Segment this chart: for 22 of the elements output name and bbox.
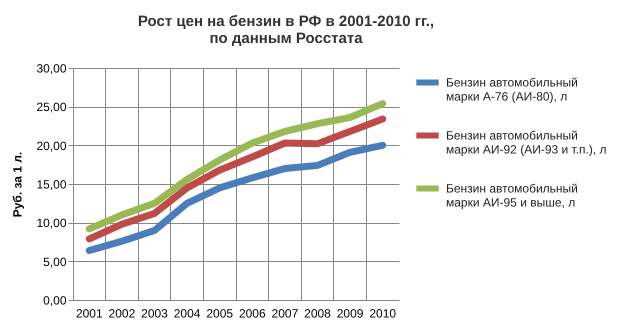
y-tick-label: 25,00 <box>36 100 67 114</box>
x-tick-label: 2009 <box>336 306 364 320</box>
y-axis-title: Руб. за 1 л. <box>10 152 24 218</box>
legend-label: Бензин автомобильный марки АИ-92 (АИ-93 и т.п.), л <box>446 128 607 156</box>
legend-label: Бензин автомобильный марки А-76 (АИ-80), л <box>446 76 578 104</box>
x-tick-label: 2001 <box>76 306 103 320</box>
x-tick-label: 2006 <box>238 306 266 320</box>
x-tick-label: 2003 <box>141 306 168 320</box>
y-tick-label: 10,00 <box>36 216 67 230</box>
x-tick-label: 2007 <box>272 306 299 320</box>
y-tick-label: 30,00 <box>36 62 67 76</box>
legend-label: Бензин автомобильный марки АИ-95 и выше, л <box>446 182 578 210</box>
y-tick-label: 0,00 <box>43 294 67 308</box>
y-tick-label: 5,00 <box>43 254 67 269</box>
chart-title: Рост цен на бензин в РФ в 2001-2010 гг., по данным Росстата <box>138 13 434 47</box>
y-tick-label: 20,00 <box>36 138 67 153</box>
x-tick-label: 2005 <box>206 306 234 320</box>
x-tick-label: 2002 <box>108 306 136 320</box>
x-tick-label: 2004 <box>174 306 201 320</box>
x-tick-label: 2010 <box>369 306 396 320</box>
y-tick-label: 15,00 <box>36 178 67 192</box>
x-tick-label: 2008 <box>304 306 332 320</box>
